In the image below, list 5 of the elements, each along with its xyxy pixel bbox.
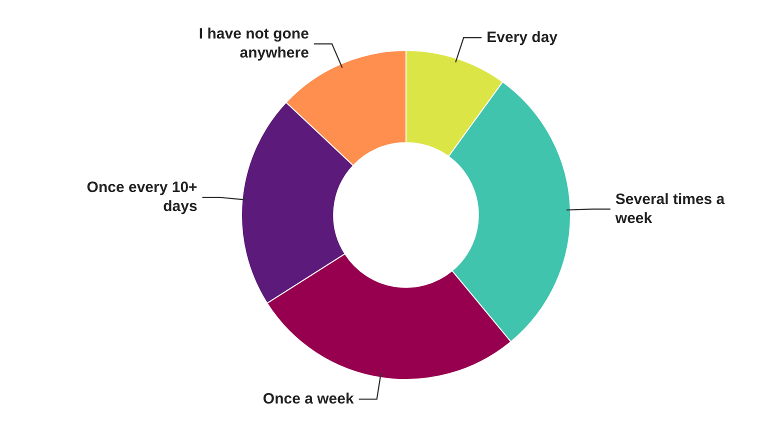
slice-label: I have not gone anywhere (198, 25, 309, 62)
slice-label: Once a week (262, 390, 354, 408)
slice-label: Once every 10+ days (86, 179, 198, 216)
slice-label: Every day (486, 28, 558, 46)
slice-label: Several times a week (614, 190, 726, 227)
